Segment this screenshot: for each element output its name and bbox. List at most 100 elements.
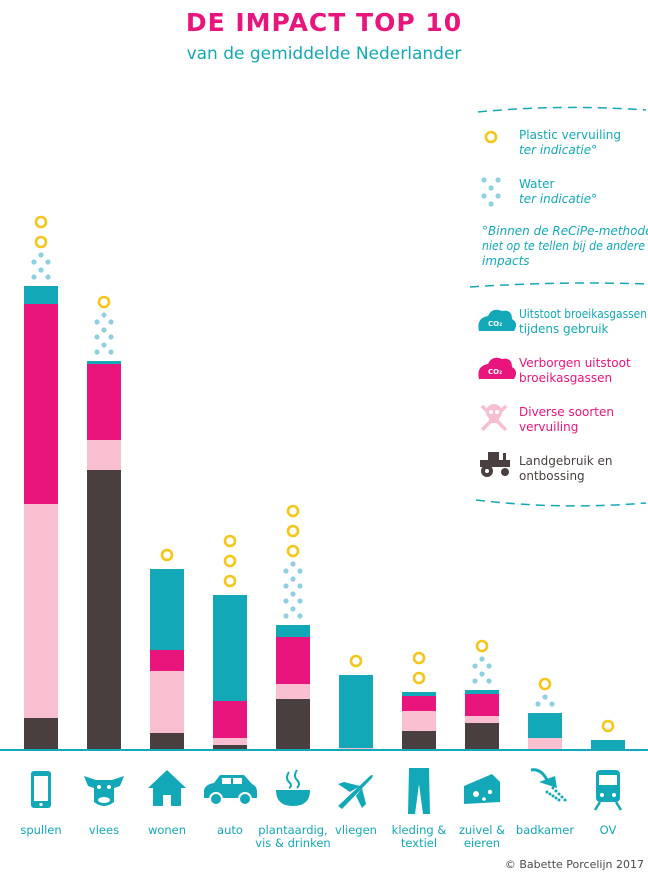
water-drop xyxy=(486,663,492,669)
bar-segment-land xyxy=(150,733,184,749)
bar-segment-co2_hidden xyxy=(24,304,58,504)
legend-co2-hidden-line: broeikasgassen xyxy=(519,371,612,385)
markers-layer xyxy=(31,215,615,733)
water-drop xyxy=(101,342,107,348)
bar-segment-co2_use xyxy=(339,675,373,748)
legend-divider-top xyxy=(477,106,647,113)
water-drop xyxy=(290,561,296,567)
legend-plastic-note: ter indicatie° xyxy=(519,143,597,157)
cheese-icon xyxy=(464,774,500,804)
plastic-coin xyxy=(223,574,237,588)
water-drop xyxy=(535,701,541,707)
water-drop xyxy=(479,656,485,662)
category-label: spullen xyxy=(20,823,61,837)
water-drop xyxy=(290,576,296,582)
bar-segment-land xyxy=(213,745,247,749)
bar-segment-co2_use xyxy=(150,569,184,650)
water-drop xyxy=(297,583,303,589)
legend-footnote-line: niet op te tellen bij de andere xyxy=(482,239,645,253)
plastic-coin xyxy=(349,654,363,668)
category-label: badkamer xyxy=(516,823,574,837)
water-drop xyxy=(297,598,303,604)
bar-segment-pollution xyxy=(402,711,436,731)
bar-segment-land xyxy=(24,718,58,749)
category-label: wonen xyxy=(148,823,186,837)
plastic-coin xyxy=(412,651,426,665)
plastic-coin xyxy=(160,548,174,562)
house-icon xyxy=(148,770,186,806)
bar-segment-co2_use xyxy=(276,625,310,637)
plastic-coin xyxy=(97,295,111,309)
plastic-coin xyxy=(223,534,237,548)
legend-pollution-line: vervuiling xyxy=(519,420,578,434)
svg-text:CO₂: CO₂ xyxy=(488,320,502,328)
legend-divider-bottom xyxy=(475,499,647,507)
legend-co2-use-line: Uitstoot broeikasgassen xyxy=(519,307,647,321)
legend-pollution-line: Diverse soorten xyxy=(519,405,614,419)
cow-icon xyxy=(84,776,124,806)
bar-segment-pollution xyxy=(465,716,499,723)
plastic-coin xyxy=(475,639,489,653)
plastic-coin xyxy=(286,544,300,558)
legend-footnote-line: °Binnen de ReCiPe-methode xyxy=(482,224,648,238)
plastic-coin xyxy=(601,719,615,733)
water-drop xyxy=(297,613,303,619)
jeans-icon xyxy=(408,768,430,814)
category-label: zuivel & xyxy=(459,823,505,837)
bar-segment-land xyxy=(276,699,310,749)
skull-crossbones-icon xyxy=(480,404,508,432)
shower-icon xyxy=(530,768,567,802)
water-drop xyxy=(45,259,51,265)
water-drop xyxy=(31,274,37,280)
plastic-coin xyxy=(34,215,48,229)
water-drop xyxy=(297,568,303,574)
water-drop xyxy=(472,663,478,669)
category-labels-layer: spullen vlees wonen auto plantaardig,vis & d… xyxy=(20,823,616,850)
smartphone-icon xyxy=(31,771,51,808)
water-drop xyxy=(549,701,555,707)
water-drop xyxy=(479,671,485,677)
category-label: plantaardig, xyxy=(258,823,327,837)
legend-water-note: ter indicatie° xyxy=(519,192,597,206)
car-icon xyxy=(204,775,257,806)
water-drop xyxy=(283,598,289,604)
water-drop xyxy=(38,267,44,273)
legend: Plastic vervuiling ter indicatie° Water … xyxy=(469,106,648,507)
train-icon xyxy=(593,770,623,811)
bar-segment-co2_hidden xyxy=(87,364,121,440)
water-drop xyxy=(94,319,100,325)
bar-segment-co2_use xyxy=(528,713,562,738)
plastic-coin xyxy=(538,677,552,691)
bar-segment-co2_use xyxy=(24,286,58,304)
bar-segment-co2_use xyxy=(87,361,121,364)
category-label: vis & drinken xyxy=(255,836,330,850)
water-drop xyxy=(94,334,100,340)
plastic-coin xyxy=(286,524,300,538)
svg-text:CO₂: CO₂ xyxy=(488,368,502,376)
plastic-coin xyxy=(223,554,237,568)
water-drop xyxy=(108,319,114,325)
copyright-credit: © Babette Porcelijn 2017 xyxy=(504,858,644,871)
legend-land-line: Landgebruik en xyxy=(519,454,613,468)
category-label: vliegen xyxy=(335,823,377,837)
category-icons-layer xyxy=(31,768,623,814)
water-drop xyxy=(101,327,107,333)
bar-segment-pollution xyxy=(528,738,562,749)
water-drop xyxy=(472,678,478,684)
bar-segment-co2_hidden xyxy=(402,696,436,711)
water-drop xyxy=(38,252,44,258)
bar-segment-co2_use xyxy=(591,740,625,749)
legend-divider-mid xyxy=(469,282,647,288)
plastic-coin xyxy=(286,504,300,518)
legend-co2-hidden-line: Verborgen uitstoot xyxy=(519,356,631,370)
airplane-icon xyxy=(338,774,373,809)
bar-segment-pollution xyxy=(24,504,58,718)
bar-segment-land xyxy=(465,723,499,749)
bar-segment-pollution xyxy=(339,748,373,749)
category-label: auto xyxy=(217,823,243,837)
bar-segment-co2_use xyxy=(213,595,247,701)
water-drop xyxy=(290,591,296,597)
water-drop xyxy=(108,349,114,355)
water-drop xyxy=(108,334,114,340)
